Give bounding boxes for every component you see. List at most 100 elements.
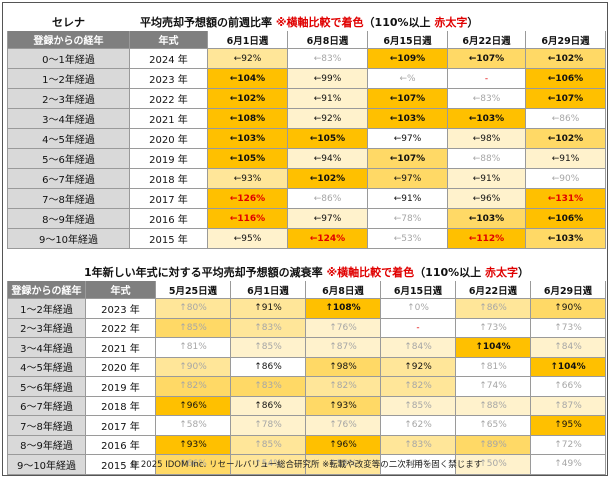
value-cell: ←92% <box>207 48 288 69</box>
value-cell: ←83% <box>447 88 526 109</box>
col-header-week: 6月22日週 <box>455 280 531 299</box>
table-row: 4～5年経過 2020 年 ↑90% ↑86% ↑98% ↑92% ↑81% ↑104% <box>7 356 606 377</box>
value-cell: ↑88% <box>455 395 531 416</box>
value-cell: ↑93% <box>155 434 231 455</box>
report-frame: セレナ 平均売却予想額の前週比率 ※横軸比較で着色（110%以上 赤太字） 登録… <box>2 2 608 476</box>
value-cell: ←105% <box>207 148 288 169</box>
value-cell: ←124% <box>287 228 368 249</box>
value-cell: ↑96% <box>305 434 381 455</box>
value-cell: ↑85% <box>380 395 456 416</box>
table1-title: 平均売却予想額の前週比率 ※横軸比較で着色（110%以上 赤太字） <box>128 13 607 31</box>
value-cell: ↑82% <box>380 376 456 397</box>
table-row: 3～4年経過 2021 年 ←108% ←92% ←103% ←103% ←86% <box>7 108 607 129</box>
value-cell: ↑80% <box>155 298 231 319</box>
value-cell: ←102% <box>524 48 607 69</box>
value-cell: ↑83% <box>230 317 306 338</box>
value-cell: ↑95% <box>530 415 606 436</box>
value-cell: ←102% <box>287 168 368 189</box>
value-cell: ←109% <box>367 48 448 69</box>
row-age-label: 5～6年経過 <box>7 376 86 397</box>
table1-title-mid: （110%以上 <box>363 16 435 29</box>
weekly-ratio-table: セレナ 平均売却予想額の前週比率 ※横軸比較で着色（110%以上 赤太字） 登録… <box>7 13 607 249</box>
value-cell: ←93% <box>207 168 288 189</box>
col-header-week: 6月22日週 <box>447 30 526 49</box>
row-age-label: 6～7年経過 <box>7 168 130 189</box>
row-age-label: 9～10年経過 <box>7 454 86 475</box>
value-cell: ←86% <box>287 188 368 209</box>
value-cell: ↑73% <box>530 317 606 338</box>
row-age-label: 0～1年経過 <box>7 48 130 69</box>
row-age-label: 2～3年経過 <box>7 88 130 109</box>
value-cell: ↑104% <box>455 337 531 358</box>
value-cell: ↑91% <box>230 298 306 319</box>
value-cell: ↑54% <box>230 454 306 475</box>
copyright-footer: © 2025 IDOM Inc. リセールバリュー総合研究所 ※転載や改変等の二… <box>129 460 483 470</box>
value-cell: ←102% <box>207 88 288 109</box>
value-cell: ←91% <box>524 148 607 169</box>
col-header-week: 6月1日週 <box>230 280 306 299</box>
table2-title-red: 赤太字 <box>485 266 518 279</box>
value-cell: ←% <box>367 68 448 89</box>
value-cell: ←107% <box>447 48 526 69</box>
value-cell: ←105% <box>287 128 368 149</box>
row-year: 2015 年 <box>129 228 208 249</box>
table-row: 7～8年経過 2017 年 ↑58% ↑78% ↑76% ↑62% ↑65% ↑95% <box>7 415 606 436</box>
row-year: 2015 年 <box>85 454 156 475</box>
row-year: 2016 年 <box>85 434 156 455</box>
table-row: 0～1年経過 2024 年 ←92% ←83% ←109% ←107% ←102% <box>7 48 607 69</box>
col-header-week: 6月8日週 <box>305 280 381 299</box>
table-row: 2～3年経過 2022 年 ↑85% ↑83% ↑76% - ↑73% ↑73% <box>7 317 606 338</box>
value-cell: ↑85% <box>230 434 306 455</box>
row-year: 2020 年 <box>85 356 156 377</box>
value-cell: ↑62% <box>380 415 456 436</box>
table2-title-end: ） <box>518 266 529 279</box>
value-cell: ↑96% <box>155 395 231 416</box>
row-year: 2017 年 <box>129 188 208 209</box>
value-cell: ↑89% <box>455 434 531 455</box>
value-cell: - <box>380 317 456 338</box>
table1-title-note: ※横軸比較で着色 <box>275 16 364 29</box>
row-year: 2023 年 <box>85 298 156 319</box>
value-cell: ↑86% <box>230 356 306 377</box>
value-cell: ↑0% <box>380 298 456 319</box>
row-year: 2020 年 <box>129 128 208 149</box>
value-cell: ←96% <box>447 188 526 209</box>
row-age-label: 5～6年経過 <box>7 148 130 169</box>
row-age-label: 4～5年経過 <box>7 356 86 377</box>
value-cell: ←91% <box>447 168 526 189</box>
table-row: 8～9年経過 2016 年 ↑93% ↑85% ↑96% ↑83% ↑89% ↑72% <box>7 434 606 455</box>
value-cell: ←108% <box>207 108 288 129</box>
row-age-label: 3～4年経過 <box>7 108 130 129</box>
value-cell: ←97% <box>367 168 448 189</box>
table1-title-end: ） <box>467 16 479 29</box>
value-cell: ↑90% <box>155 356 231 377</box>
value-cell: ←103% <box>447 108 526 129</box>
row-year: 2017 年 <box>85 415 156 436</box>
row-year: 2021 年 <box>85 337 156 358</box>
value-cell: ←92% <box>287 108 368 129</box>
value-cell: ↑73% <box>455 317 531 338</box>
value-cell: ↑98% <box>305 356 381 377</box>
value-cell: ←103% <box>207 128 288 149</box>
table2-title-mid: （110%以上 <box>414 266 485 279</box>
value-cell: ←116% <box>207 208 288 229</box>
row-year: 2024 年 <box>129 48 208 69</box>
table-row: 2～3年経過 2022 年 ←102% ←91% ←107% ←83% ←107% <box>7 88 607 109</box>
table-row: 7～8年経過 2017 年 ←126% ←86% ←91% ←96% ←131% <box>7 188 607 209</box>
decay-rate-table: 1年新しい年式に対する平均売却予想額の減衰率 ※横軸比較で着色（110%以上 赤… <box>7 263 606 475</box>
row-year: 2019 年 <box>129 148 208 169</box>
value-cell: ↑84% <box>530 337 606 358</box>
value-cell: ←103% <box>367 108 448 129</box>
table2-title-note: ※横軸比較で着色 <box>326 266 415 279</box>
table2-title: 1年新しい年式に対する平均売却予想額の減衰率 ※横軸比較で着色（110%以上 赤… <box>7 263 606 281</box>
table-row: 1～2年経過 2023 年 ↑80% ↑91% ↑108% ↑0% ↑86% ↑90% <box>7 298 606 319</box>
row-year: 2018 年 <box>85 395 156 416</box>
col-header-week: 6月8日週 <box>287 30 368 49</box>
value-cell: ←88% <box>447 148 526 169</box>
row-age-label: 3～4年経過 <box>7 337 86 358</box>
value-cell: ↑66% <box>530 376 606 397</box>
value-cell: ↑74% <box>455 376 531 397</box>
value-cell: ↑87% <box>305 337 381 358</box>
table-row: 9～10年経過 2015 年 ↑66% ↑54% ↑58% ↑46% ↑50% ↑49% <box>7 454 606 475</box>
row-age-label: 9～10年経過 <box>7 228 130 249</box>
